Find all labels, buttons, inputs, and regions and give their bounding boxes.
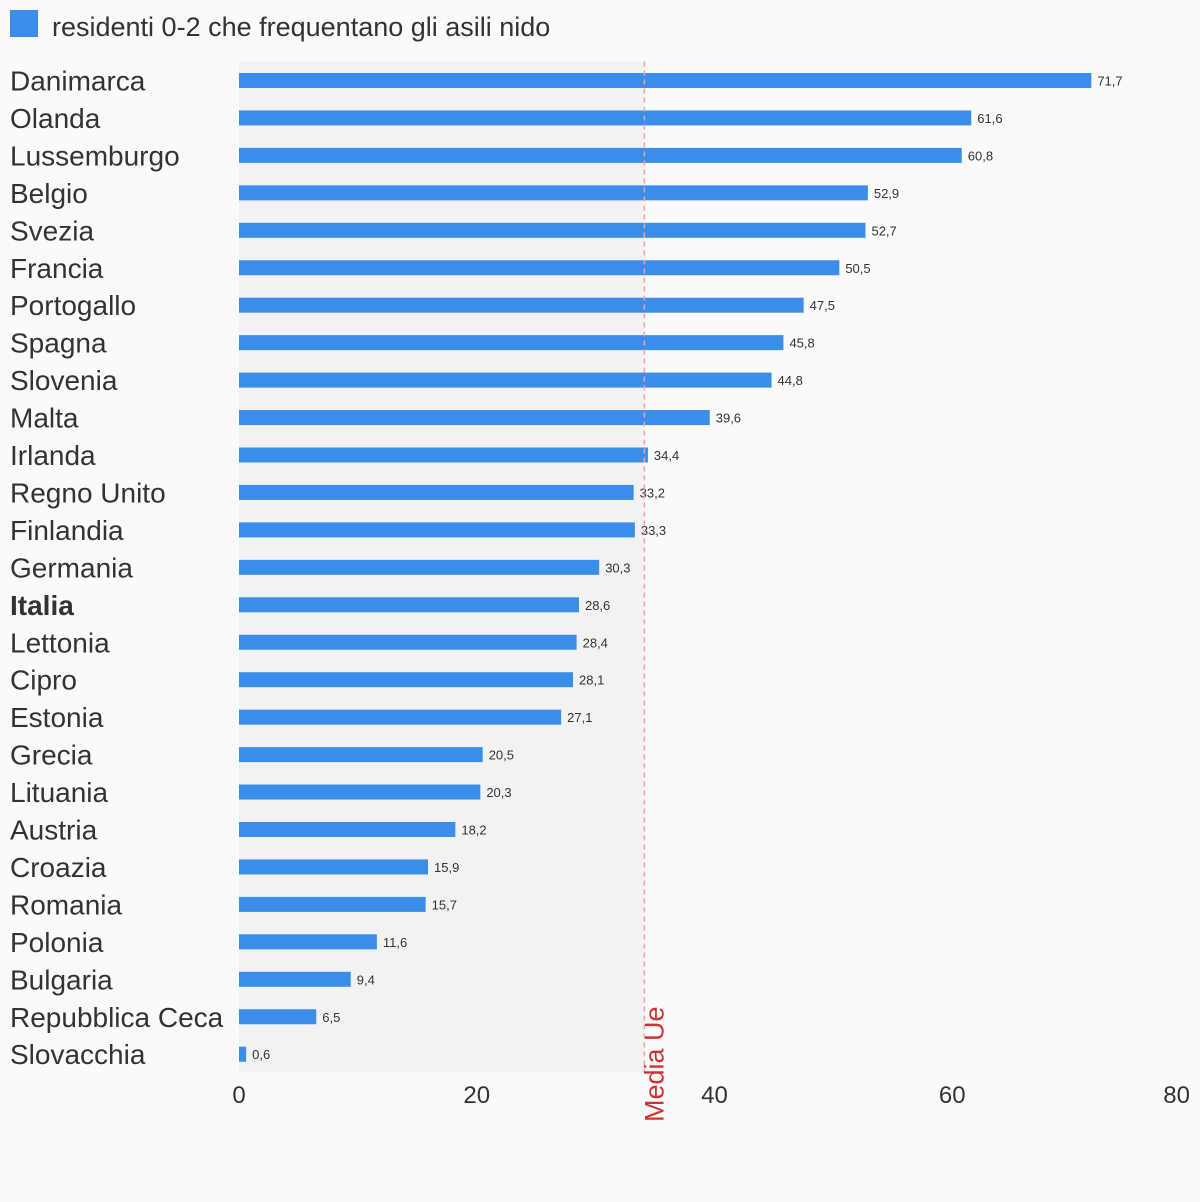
category-label: Svezia [10,215,94,246]
category-label: Irlanda [10,440,96,471]
category-labels: Danimarca Olanda Lussemburgo Belgio Svezia Fr… [10,66,224,1071]
value-label: 30,3 [605,560,630,575]
legend-swatch [10,10,38,37]
bar [239,372,772,388]
value-labels: 71,7 61,6 60,8 52,9 52,7 50,5 47,5 45,8 44,8 39,6… [252,74,1123,1063]
value-label: 34,4 [654,448,679,463]
bar [239,597,579,613]
bar [239,260,840,276]
bar [239,185,868,201]
category-label: Bulgaria [10,964,113,995]
value-label: 52,9 [874,186,899,201]
bar [239,784,481,800]
reference-line-layer: Media Ue [639,61,669,1122]
bar [239,410,710,426]
value-label: 11,6 [383,935,407,950]
value-label: 44,8 [778,373,803,388]
category-label: Francia [10,253,104,284]
value-label: 33,3 [641,523,666,538]
value-label: 71,7 [1097,74,1122,89]
bar [239,822,456,837]
bar [239,522,635,538]
category-label: Portogallo [10,290,136,321]
category-label: Polonia [10,927,104,958]
bar [239,634,577,650]
category-label: Lussemburgo [10,140,180,171]
category-label: Finlandia [10,515,124,546]
value-label: 20,5 [489,748,514,763]
value-label: 45,8 [789,336,814,351]
value-label: 39,6 [716,411,741,426]
reference-line-label: Media Ue [639,1006,669,1122]
value-label: 9,4 [357,972,375,987]
value-label: 61,6 [977,111,1002,126]
value-label: 0,6 [252,1047,270,1062]
value-label: 27,1 [567,710,592,725]
bars [239,73,1092,1062]
x-tick-label: 80 [1163,1082,1190,1109]
value-label: 20,3 [486,785,511,800]
category-label: Olanda [10,103,101,134]
bar [239,559,600,575]
value-label: 60,8 [968,148,993,163]
category-label: Slovacchia [10,1039,146,1070]
x-axis-ticks: 0 20 40 60 80 [232,1082,1190,1109]
category-label: Malta [10,403,79,434]
bar [239,971,351,987]
legend-label: residenti 0-2 che frequentano gli asili … [52,12,550,42]
category-label: Lituania [10,777,109,808]
x-tick-label: 60 [939,1082,966,1109]
bar [239,335,784,351]
bar [239,1046,247,1062]
category-label: Spagna [10,328,107,359]
category-label: Croazia [10,852,107,883]
category-label: Germania [10,552,133,583]
category-label: Repubblica Ceca [10,1002,224,1033]
bar [239,934,377,950]
value-label: 52,7 [871,223,896,238]
value-label: 28,1 [579,673,604,688]
category-label: Italia [10,590,74,621]
category-label: Romania [10,889,122,920]
bar [239,1009,317,1025]
value-label: 28,6 [585,598,610,613]
value-label: 28,4 [583,635,608,650]
value-label: 15,9 [434,860,459,875]
bar [239,747,483,763]
category-label: Grecia [10,740,93,771]
bar [239,147,962,163]
x-tick-label: 0 [232,1082,245,1109]
x-tick-label: 20 [463,1082,490,1109]
category-label: Lettonia [10,627,110,658]
value-label: 18,2 [461,823,486,838]
bar [239,73,1092,88]
value-label: 33,2 [640,485,665,500]
bar [239,222,866,238]
value-label: 15,7 [432,897,457,912]
bar [239,709,562,725]
bar [239,447,648,463]
bar [239,297,804,313]
value-label: 50,5 [845,261,870,276]
category-label: Danimarca [10,66,146,97]
category-label: Belgio [10,178,88,209]
bar [239,672,574,688]
bar [239,110,972,126]
category-label: Austria [10,815,98,846]
category-label: Estonia [10,702,104,733]
legend: residenti 0-2 che frequentano gli asili … [10,10,550,42]
category-label: Slovenia [10,365,118,396]
x-tick-label: 40 [701,1082,728,1109]
category-label: Regno Unito [10,477,166,508]
bar [239,896,426,912]
value-label: 47,5 [810,298,835,313]
bar [239,484,634,500]
bar [239,859,429,875]
value-label: 6,5 [322,1010,340,1025]
category-label: Cipro [10,665,77,696]
